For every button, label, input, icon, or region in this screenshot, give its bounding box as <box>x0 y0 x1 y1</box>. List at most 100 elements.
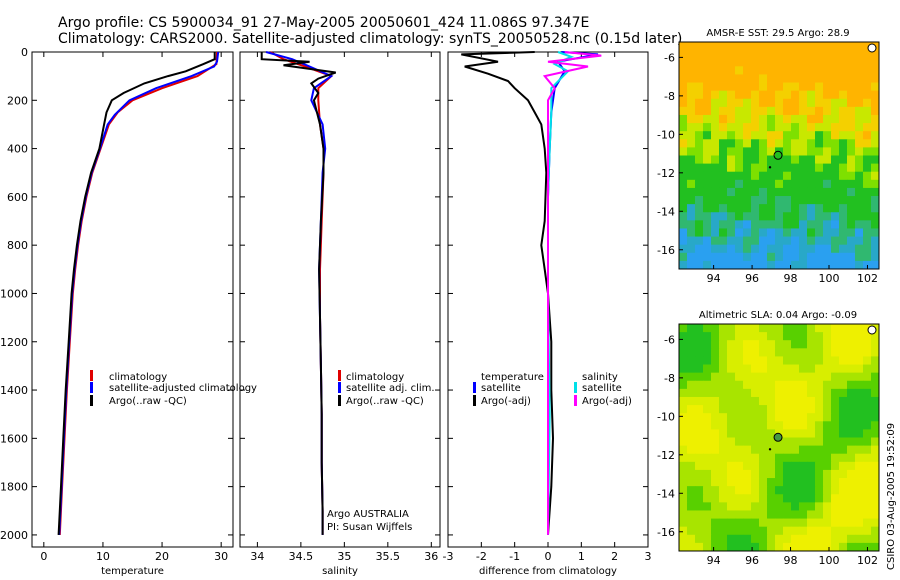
map-cell <box>735 98 744 108</box>
map-cell <box>783 388 792 398</box>
map-cell <box>711 147 720 156</box>
map-cell <box>815 478 824 487</box>
map-cell <box>727 526 736 536</box>
map-cell <box>855 179 864 189</box>
map-cell <box>831 405 840 414</box>
map-cell <box>759 526 768 536</box>
difference-xtick-label: -2 <box>476 550 487 563</box>
map-cell <box>863 236 872 246</box>
map-cell <box>807 534 816 544</box>
map-cell <box>815 405 824 414</box>
map-cell <box>767 147 776 156</box>
map-cell <box>775 42 784 51</box>
map-cell <box>807 332 816 341</box>
map-cell <box>735 42 744 51</box>
map-cell <box>679 502 688 511</box>
map-sla-title: Altimetric SLA: 0.04 Argo: -0.09 <box>699 310 857 321</box>
map-cell <box>711 228 720 237</box>
map-cell <box>687 486 696 495</box>
map-cell <box>743 526 752 536</box>
map-cell <box>823 356 832 365</box>
map-cell <box>703 356 712 365</box>
map-cell <box>855 131 864 140</box>
map-cell <box>831 340 840 349</box>
map-cell <box>679 396 688 406</box>
map-cell <box>831 90 840 100</box>
map-cell <box>759 421 768 430</box>
map-cell <box>759 478 768 487</box>
map-cell <box>679 380 688 390</box>
map-cell <box>751 58 760 67</box>
map-cell <box>711 50 720 59</box>
map-cell <box>679 542 688 552</box>
map-cell <box>759 510 768 519</box>
map-cell <box>799 50 808 59</box>
map-cell <box>815 228 824 237</box>
sla-map: 94 96 98 100 102 -6 -8 -10 -12 -14 -16 <box>657 323 880 567</box>
map-cell <box>815 340 824 349</box>
map-cell <box>871 445 880 455</box>
map-cell <box>751 396 760 406</box>
map-cell <box>751 98 760 108</box>
map-cell <box>855 478 864 487</box>
map-cell <box>799 372 808 382</box>
map-cell <box>679 74 688 83</box>
map-cell <box>711 429 720 438</box>
map-cell <box>791 429 800 438</box>
map-cell <box>735 114 744 124</box>
map-cell <box>743 340 752 349</box>
map-cell <box>751 123 760 132</box>
map-cell <box>783 212 792 221</box>
map-cell <box>679 204 688 213</box>
map-cell <box>687 510 696 519</box>
map-cell <box>703 260 712 270</box>
map-cell <box>839 123 848 132</box>
map-cell <box>711 155 720 165</box>
map-cell <box>719 147 728 156</box>
map-cell <box>831 50 840 59</box>
map-cell <box>719 324 728 333</box>
map-cell <box>743 534 752 544</box>
map-cell <box>863 502 872 511</box>
map-cell <box>783 228 792 237</box>
map-cell <box>751 187 760 197</box>
map-cell <box>775 518 784 528</box>
map-cell <box>743 469 752 479</box>
map-cell <box>767 196 776 205</box>
map-cell <box>767 405 776 414</box>
map-cell <box>743 405 752 414</box>
map-cell <box>695 356 704 365</box>
map-cell <box>791 147 800 156</box>
map-cell <box>751 74 760 83</box>
depth-tick-label: 800 <box>7 239 28 252</box>
map-cell <box>839 66 848 75</box>
map-cell <box>839 74 848 83</box>
map-cell <box>767 155 776 165</box>
map-cell <box>767 220 776 229</box>
map-cell <box>759 372 768 382</box>
map-cell <box>703 348 712 357</box>
map-cell <box>815 131 824 140</box>
map-cell <box>727 171 736 181</box>
map-cell <box>695 171 704 181</box>
map-cell <box>823 98 832 108</box>
map-cell <box>775 228 784 237</box>
map-cell <box>703 364 712 374</box>
map-cell <box>823 380 832 390</box>
map-cell <box>679 445 688 455</box>
map-cell <box>751 171 760 181</box>
map-cell <box>687 526 696 536</box>
map-cell <box>679 324 688 333</box>
map-cell <box>735 155 744 165</box>
map-cell <box>751 139 760 148</box>
map-cell <box>679 429 688 438</box>
map-cell <box>767 42 776 51</box>
map-cell <box>687 58 696 67</box>
map-cell <box>695 236 704 246</box>
legend-swatch-sal_argo <box>574 395 577 406</box>
map-cell <box>799 171 808 181</box>
map-cell <box>775 252 784 262</box>
map-cell <box>727 244 736 254</box>
map-cell <box>743 212 752 221</box>
map-cell <box>847 171 856 181</box>
